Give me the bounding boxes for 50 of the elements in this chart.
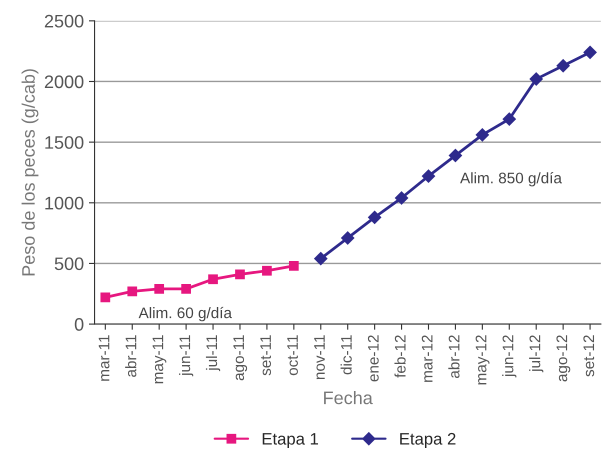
- point: [368, 210, 382, 224]
- point: [448, 148, 462, 162]
- x-tick-label: ago-11: [233, 335, 248, 380]
- y-tick-label: 1500: [45, 136, 84, 149]
- point: [530, 72, 543, 86]
- legend-label: Etapa 1: [262, 433, 318, 448]
- y-tick-label: 500: [54, 257, 84, 270]
- x-tick-label: may-11: [152, 335, 166, 384]
- x-tick-label: oct-11: [287, 335, 298, 376]
- x-tick-label: ago-12: [556, 335, 570, 382]
- point: [394, 191, 408, 205]
- point: [288, 261, 299, 271]
- point: [154, 284, 164, 294]
- x-tick-label: jun-11: [178, 335, 194, 376]
- point: [502, 112, 516, 126]
- point: [583, 46, 597, 59]
- x-tick-label: set-11: [260, 335, 272, 376]
- x-tick-label: set-12: [583, 335, 594, 377]
- point: [476, 128, 489, 142]
- y-axis-title: Peso de los peces (g/cab): [22, 69, 38, 276]
- x-axis-title: Fecha: [324, 391, 373, 404]
- x-tick-label: abr-12: [448, 335, 460, 378]
- x-tick-label: jul-11: [206, 335, 220, 372]
- x-tick-label: jul-12: [529, 335, 544, 372]
- y-tick-label: 2500: [44, 14, 84, 28]
- annotation: Alim. 60 g/día: [138, 306, 232, 322]
- y-tick-label: 2000: [44, 75, 84, 88]
- point: [422, 170, 436, 183]
- point: [235, 270, 245, 280]
- point: [100, 292, 110, 302]
- x-tick-label: ene-12: [368, 335, 379, 382]
- x-tick-label: dic-11: [340, 335, 352, 374]
- x-tick-label: nov-11: [314, 335, 325, 380]
- x-tick-label: feb-12: [394, 335, 406, 378]
- point: [127, 286, 138, 296]
- x-tick-label: may-12: [476, 335, 490, 384]
- x-tick-label: abr-11: [125, 335, 136, 377]
- y-tick-label: 0: [74, 318, 84, 331]
- x-tick-label: mar-12: [422, 335, 433, 382]
- point: [181, 284, 191, 294]
- point: [314, 252, 328, 266]
- x-tick-label: mar-11: [98, 335, 110, 381]
- x-tick-label: jun-12: [502, 335, 516, 378]
- point: [208, 274, 218, 284]
- annotation: Alim. 850 g/día: [460, 172, 562, 186]
- point: [341, 231, 354, 245]
- y-tick-label: 1000: [45, 196, 84, 210]
- point: [262, 266, 272, 276]
- point: [556, 59, 570, 72]
- legend-label: Etapa 2: [400, 432, 456, 448]
